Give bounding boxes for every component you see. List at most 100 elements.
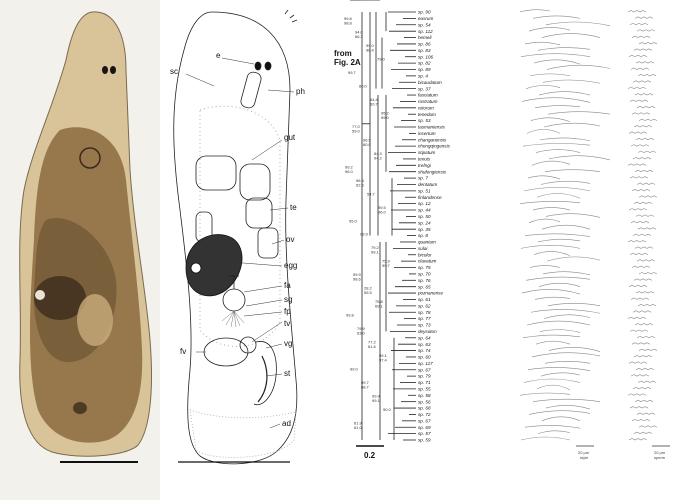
taxon-label: sp. 76 xyxy=(418,278,431,283)
stylet-sketch xyxy=(528,27,571,32)
taxon-label: sp. 83 xyxy=(418,48,431,53)
stylet-sketch xyxy=(541,33,601,38)
stylet-sketch xyxy=(523,378,581,383)
anatomy-label-text: e sc ph gut te ov egg fa sg fp tv fv vg … xyxy=(170,51,305,428)
support-value: 99.8 xyxy=(344,16,353,21)
taxon-label: sp. 35 xyxy=(418,227,431,232)
sperm-sketch xyxy=(629,22,649,26)
sperm-sketch xyxy=(627,240,647,243)
taxon-label: sp. 65 xyxy=(418,284,431,289)
support-value: 99.1 xyxy=(379,353,388,358)
sperm-sketch xyxy=(634,169,654,173)
label-fa: fa xyxy=(284,281,291,290)
support-value: 28.2 xyxy=(364,286,373,291)
sperm-sketch xyxy=(631,189,651,192)
sperm-sketch xyxy=(634,246,654,249)
sperm-sketch xyxy=(632,80,652,83)
support-value: 54.7 xyxy=(367,191,376,196)
taxon-label: chongqingensis xyxy=(418,144,451,149)
label-st: st xyxy=(284,369,291,378)
stylet-sketch xyxy=(540,180,591,185)
taxon-label: sp. 73 xyxy=(418,323,431,328)
support-value: 97.4 xyxy=(379,358,388,363)
taxon-label: retorum xyxy=(418,105,434,110)
taxon-label: sp. 68 xyxy=(418,406,431,411)
support-value: 96.0 xyxy=(345,169,354,174)
support-value: 77.2 xyxy=(368,340,377,345)
eye-right xyxy=(264,61,272,71)
taxon-label: sp. 90 xyxy=(418,10,431,15)
testis-4 xyxy=(257,227,279,259)
sperm-sketch xyxy=(628,54,648,58)
taxon-label: sp. 61 xyxy=(418,297,431,302)
label-ph: ph xyxy=(296,87,305,96)
support-value: 84.3 xyxy=(374,151,383,156)
sperm-sketch xyxy=(632,233,652,236)
stylet-sketch xyxy=(547,303,601,307)
stylet-sketch xyxy=(523,187,591,192)
stylet-sketch xyxy=(524,41,561,46)
stylet-sketch xyxy=(522,143,591,147)
testis-2 xyxy=(239,163,271,201)
taxon-label: sp. 57 xyxy=(418,431,431,436)
stylet-sketch xyxy=(543,122,601,128)
sperm-sketch xyxy=(636,182,656,185)
sperm-sketch xyxy=(629,329,649,332)
sperm-sketch xyxy=(631,35,651,38)
sperm-sketch xyxy=(631,419,651,422)
stylet-sketch xyxy=(546,256,601,262)
taxon-label: sp. 89 xyxy=(418,67,431,72)
stylet-sketch xyxy=(541,416,581,422)
stylet-sketch xyxy=(524,425,581,429)
sperm-scale-sub: sperm xyxy=(654,455,666,460)
stylet xyxy=(257,355,268,403)
taxon-label: sp. 60 xyxy=(418,355,431,360)
sperm-sketch xyxy=(627,10,647,13)
support-value: 99.1 xyxy=(372,398,381,403)
from-label-line2: Fig. 2A xyxy=(334,58,361,67)
support-value: 99.7 xyxy=(361,380,370,385)
stylet-sketch xyxy=(536,193,581,199)
sperm-sketch xyxy=(634,323,654,326)
support-value: 98.8 xyxy=(344,21,353,26)
stylet-sketch xyxy=(545,21,611,27)
taxon-label: sp. 74 xyxy=(418,348,431,353)
taxon-label: sp. 77 xyxy=(418,316,431,321)
support-value: 95.2 xyxy=(381,110,390,115)
anatomy-labels xyxy=(185,57,295,429)
support-value: 59.0 xyxy=(381,115,390,120)
sperm-sketch xyxy=(629,176,649,179)
stylet-sketch xyxy=(548,347,601,352)
sperm-sketch xyxy=(633,278,653,281)
support-value: 69.1 xyxy=(375,304,384,309)
support-value: 99.7 xyxy=(382,263,391,268)
stylet-sketch xyxy=(526,129,561,134)
taxon-label: sp. 78 xyxy=(418,310,431,315)
label-sg: sg xyxy=(284,295,292,304)
taxon-label: sulai xyxy=(418,246,428,251)
sperm-sketch xyxy=(627,86,647,89)
sperm-sketch xyxy=(629,99,649,102)
taxon-label: sp. 59 xyxy=(418,438,431,443)
taxon-label: sp. 71 xyxy=(418,380,431,385)
taxon-label: sp. 55 xyxy=(418,386,431,391)
label-ad: ad xyxy=(282,419,291,428)
label-fp: fp xyxy=(284,307,291,316)
taxon-label: trefngi xyxy=(418,163,432,168)
stylet-sketch xyxy=(520,245,581,249)
stylet-sketch xyxy=(533,251,571,257)
stylet-sketch xyxy=(525,85,561,89)
sperm-sketch xyxy=(634,16,654,19)
sperm-sketch xyxy=(635,291,655,294)
taxon-label: sp. 64 xyxy=(418,335,431,340)
label-e: e xyxy=(216,51,221,60)
taxon-label: incertum xyxy=(418,131,436,136)
taxon-label: bicaudatum xyxy=(418,80,442,85)
sperm-sketch xyxy=(629,406,649,409)
support-value: 99.8 xyxy=(346,313,355,318)
stylet-sketch xyxy=(540,372,581,377)
stylet-sketch xyxy=(525,276,591,281)
stylet-sketch xyxy=(542,79,601,84)
taxon-label: sp. 56 xyxy=(418,399,431,404)
label-tv: tv xyxy=(284,319,290,328)
